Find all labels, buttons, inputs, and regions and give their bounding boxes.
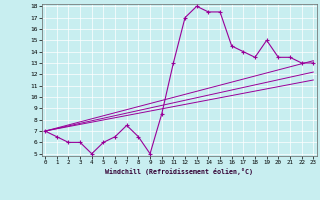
X-axis label: Windchill (Refroidissement éolien,°C): Windchill (Refroidissement éolien,°C) xyxy=(105,168,253,175)
